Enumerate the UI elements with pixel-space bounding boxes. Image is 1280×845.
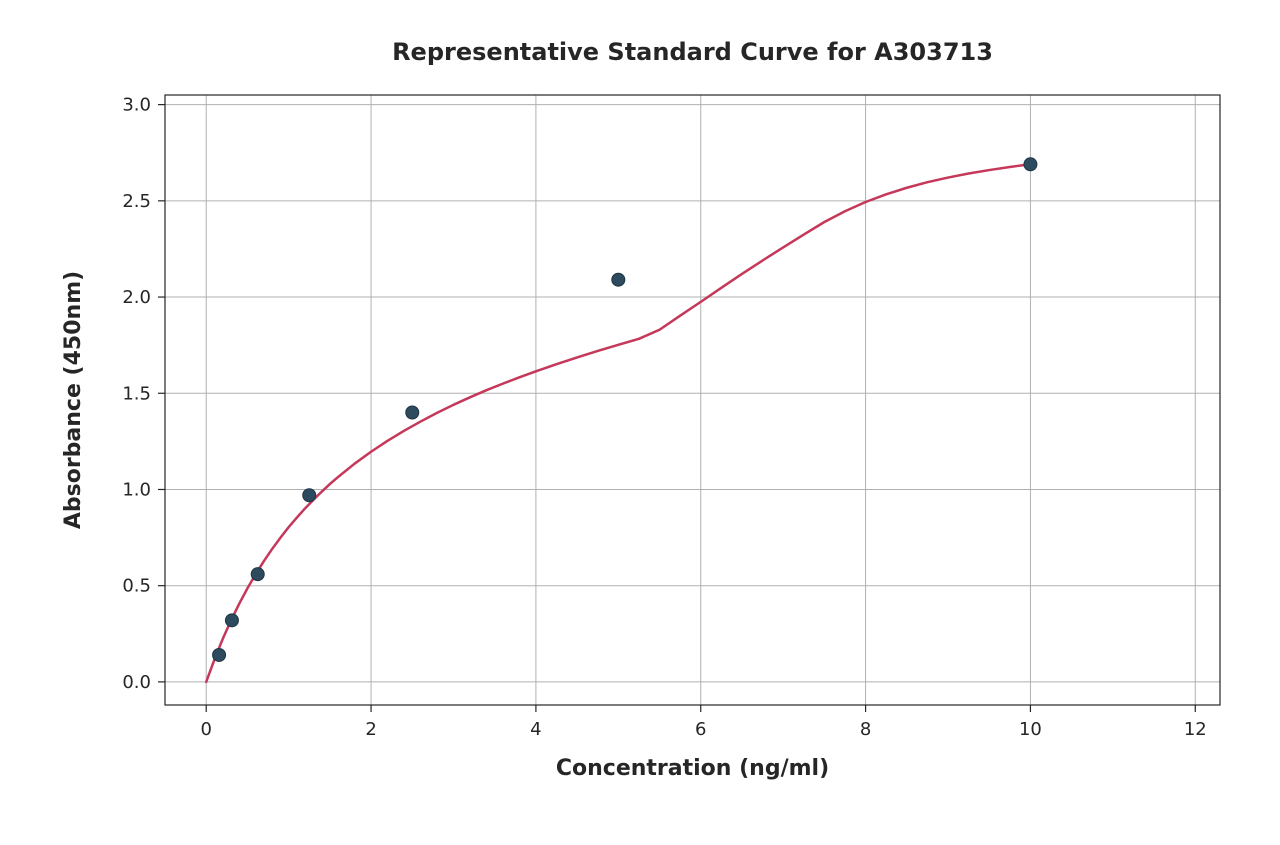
y-tick-label: 1.5 xyxy=(122,383,151,404)
data-point xyxy=(612,273,625,286)
x-tick-label: 10 xyxy=(1019,719,1042,740)
x-tick-label: 4 xyxy=(530,719,541,740)
y-tick-label: 0.5 xyxy=(122,576,151,597)
data-point xyxy=(251,568,264,581)
data-point xyxy=(406,406,419,419)
x-tick-label: 0 xyxy=(200,719,211,740)
x-tick-label: 6 xyxy=(695,719,706,740)
grid xyxy=(165,95,1220,705)
y-tick-label: 2.0 xyxy=(122,287,151,308)
y-axis-label: Absorbance (450nm) xyxy=(61,271,86,529)
data-point xyxy=(225,614,238,627)
y-tick-label: 0.0 xyxy=(122,672,151,693)
data-point xyxy=(213,648,226,661)
fit-curve xyxy=(206,164,1030,682)
data-point xyxy=(303,489,316,502)
y-tick-label: 3.0 xyxy=(122,95,151,116)
data-point xyxy=(1024,158,1037,171)
y-tick-label: 2.5 xyxy=(122,191,151,212)
x-tick-label: 12 xyxy=(1184,719,1207,740)
x-axis-label: Concentration (ng/ml) xyxy=(556,756,829,781)
x-tick-label: 8 xyxy=(860,719,871,740)
x-tick-label: 2 xyxy=(365,719,376,740)
y-tick-label: 1.0 xyxy=(122,479,151,500)
chart-svg: 0 2 4 6 8 10 12 0.0 0.5 1.0 1.5 2.0 2.5 3.0 Representa… xyxy=(0,0,1280,845)
plot-border xyxy=(165,95,1220,705)
chart-title: Representative Standard Curve for A30371… xyxy=(392,38,993,66)
chart-container: 0 2 4 6 8 10 12 0.0 0.5 1.0 1.5 2.0 2.5 3.0 Representa… xyxy=(0,0,1280,845)
